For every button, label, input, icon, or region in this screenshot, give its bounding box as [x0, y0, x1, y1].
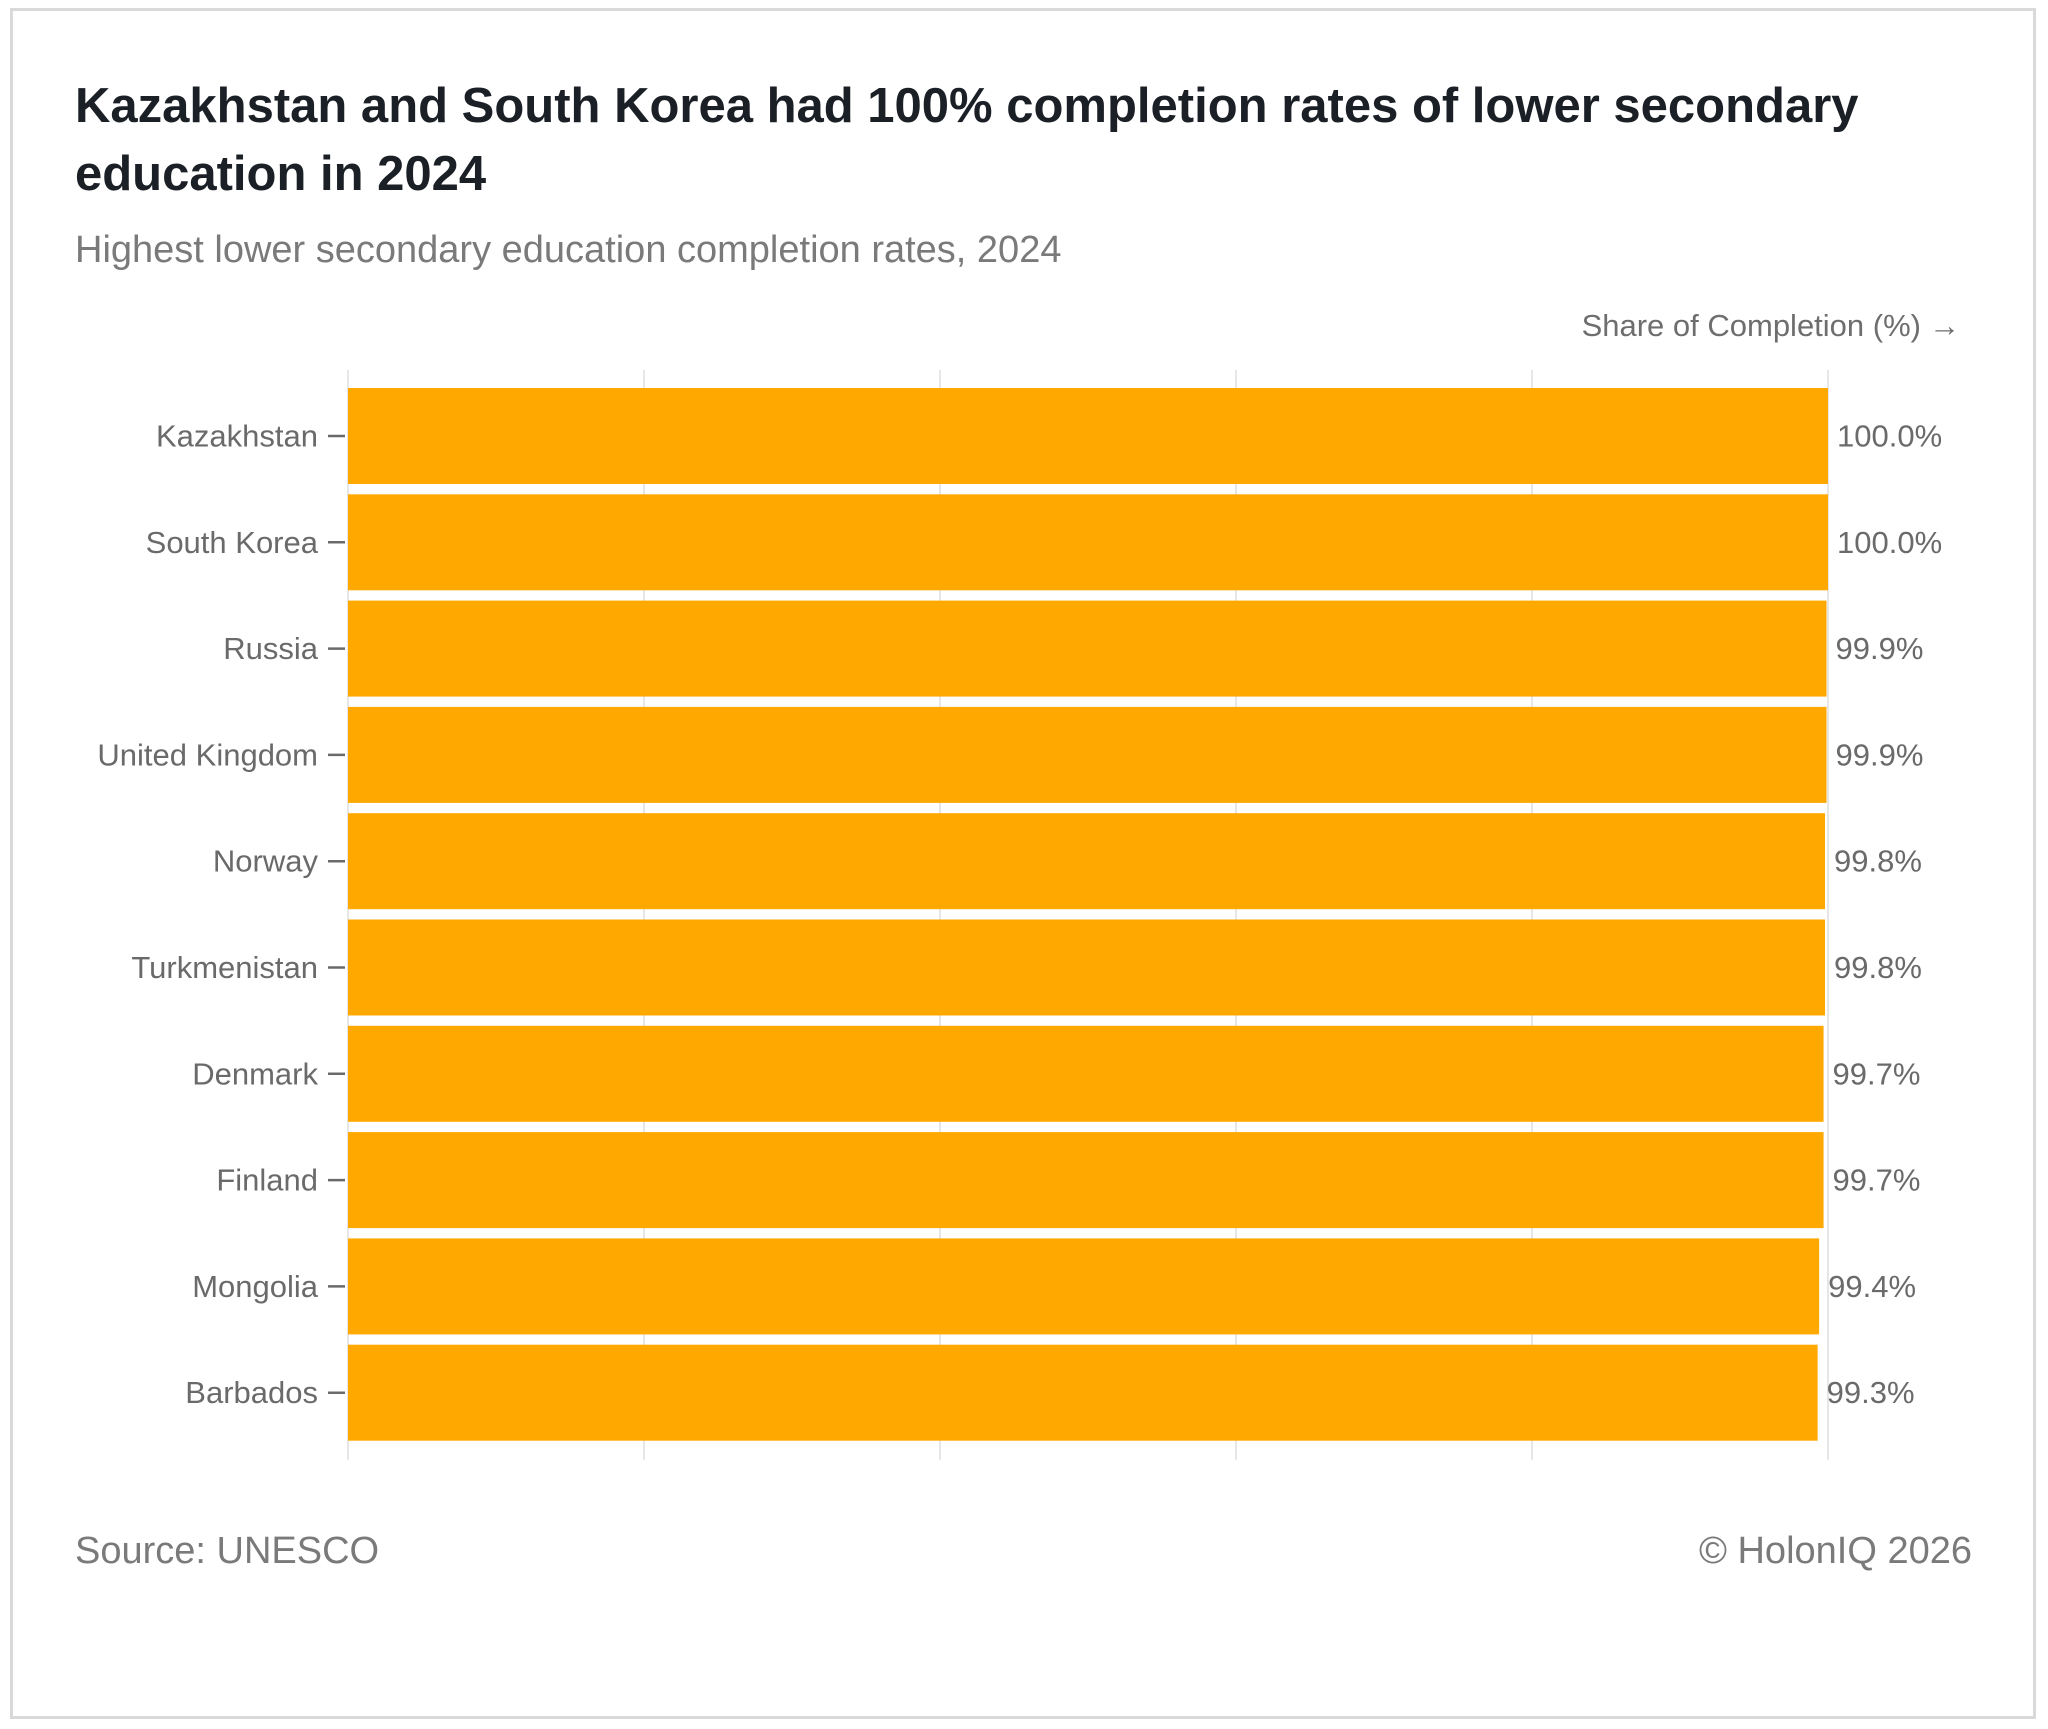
y-tick-label: South Korea: [146, 525, 319, 560]
y-tick-label: Finland: [216, 1163, 318, 1198]
y-tick-label: Mongolia: [192, 1269, 319, 1304]
bar: [348, 1238, 1820, 1335]
data-label: 99.9%: [1836, 737, 1924, 772]
y-tick-label: United Kingdom: [97, 737, 318, 772]
data-label: 100.0%: [1837, 419, 1942, 454]
bar: [348, 1344, 1818, 1441]
data-label: 99.8%: [1834, 950, 1922, 985]
data-label: 99.4%: [1828, 1269, 1916, 1304]
bar: [348, 494, 1828, 591]
x-axis-title: Share of Completion (%) →: [1582, 306, 1960, 346]
bar: [348, 1132, 1824, 1229]
data-label: 99.7%: [1833, 1056, 1921, 1091]
chart-subtitle: Highest lower secondary education comple…: [75, 229, 1062, 271]
y-tick-label: Norway: [213, 844, 319, 879]
data-label: 99.8%: [1834, 844, 1922, 879]
data-label: 99.3%: [1827, 1375, 1915, 1410]
bars: [348, 388, 1828, 1441]
y-tick-label: Barbados: [185, 1375, 318, 1410]
bar: [348, 1025, 1824, 1122]
bar: [348, 813, 1826, 910]
y-tick-label: Turkmenistan: [131, 950, 318, 985]
bar: [348, 600, 1827, 697]
data-label: 99.9%: [1836, 631, 1924, 666]
data-label: 99.7%: [1833, 1163, 1921, 1198]
bar: [348, 919, 1826, 1016]
bar: [348, 388, 1828, 484]
y-tick-label: Russia: [223, 631, 319, 666]
x-axis-title-text: Share of Completion (%): [1581, 308, 1921, 343]
chart-title: Kazakhstan and South Korea had 100% comp…: [75, 79, 1859, 201]
arrow-right-icon: →: [1929, 308, 1960, 343]
source-note: Source: UNESCO: [75, 1530, 380, 1572]
y-tick-label: Kazakhstan: [156, 419, 318, 454]
copyright-note: © HolonIQ 2026: [1698, 1530, 1972, 1572]
y-tick-label: Denmark: [192, 1056, 318, 1091]
bar: [348, 706, 1827, 803]
labels: Kazakhstan 100.0% South Korea 100.0% Russia 9…: [97, 419, 1942, 1411]
data-label: 100.0%: [1837, 525, 1942, 560]
